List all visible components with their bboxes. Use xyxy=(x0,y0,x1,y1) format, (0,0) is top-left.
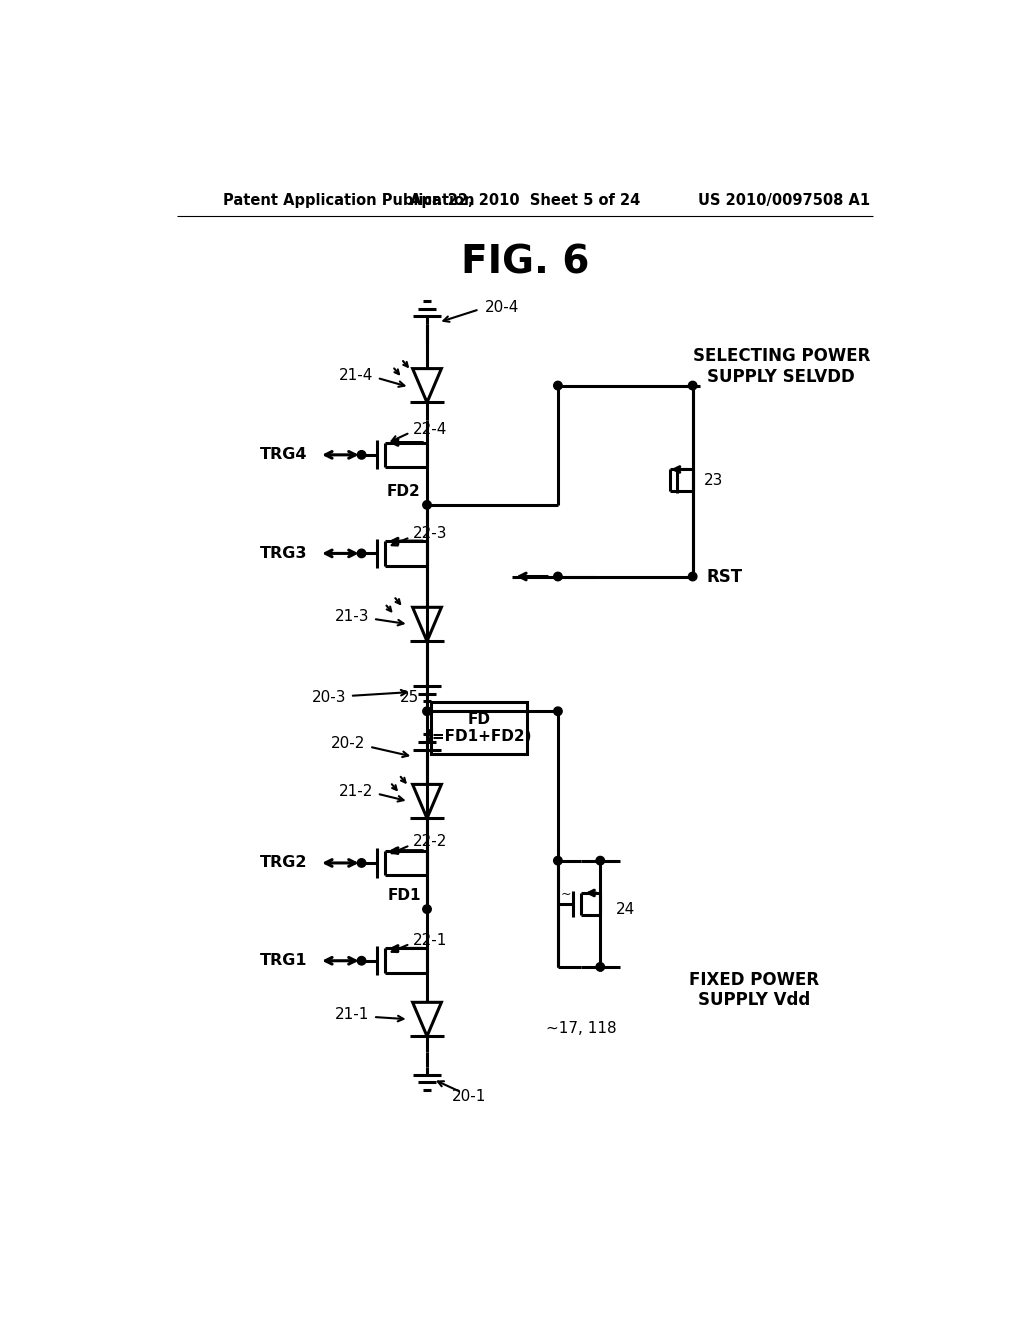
Text: 24: 24 xyxy=(615,903,635,917)
Text: FIG. 6: FIG. 6 xyxy=(461,243,589,281)
Circle shape xyxy=(423,906,431,913)
Text: 20-1: 20-1 xyxy=(453,1089,486,1104)
Text: 23: 23 xyxy=(705,473,724,488)
Text: FD1: FD1 xyxy=(387,888,421,903)
Text: ~: ~ xyxy=(684,463,694,477)
Text: TRG2: TRG2 xyxy=(260,855,307,870)
Text: FD
(=FD1+FD2): FD (=FD1+FD2) xyxy=(426,711,532,744)
Circle shape xyxy=(554,857,562,865)
Text: 20-4: 20-4 xyxy=(484,300,519,314)
Circle shape xyxy=(688,381,697,389)
Text: ~17, 118: ~17, 118 xyxy=(547,1020,617,1036)
Text: US 2010/0097508 A1: US 2010/0097508 A1 xyxy=(697,193,869,209)
Text: TRG3: TRG3 xyxy=(260,546,307,561)
Text: 21-3: 21-3 xyxy=(335,609,370,624)
Text: 21-1: 21-1 xyxy=(335,1007,370,1022)
Text: Apr. 22, 2010  Sheet 5 of 24: Apr. 22, 2010 Sheet 5 of 24 xyxy=(410,193,640,209)
Text: TRG1: TRG1 xyxy=(260,953,307,969)
Text: 22-3: 22-3 xyxy=(413,525,447,541)
Text: ~: ~ xyxy=(560,888,570,902)
Circle shape xyxy=(357,549,366,557)
Text: SELECTING POWER
SUPPLY SELVDD: SELECTING POWER SUPPLY SELVDD xyxy=(692,347,870,385)
Circle shape xyxy=(357,859,366,867)
Circle shape xyxy=(554,381,562,389)
Text: FD2: FD2 xyxy=(387,483,421,499)
Circle shape xyxy=(357,450,366,459)
Circle shape xyxy=(596,857,604,865)
Text: TRG4: TRG4 xyxy=(260,447,307,462)
Text: 21-2: 21-2 xyxy=(339,784,373,799)
Circle shape xyxy=(357,957,366,965)
Text: 21-4: 21-4 xyxy=(339,368,373,383)
Text: 22-1: 22-1 xyxy=(413,933,447,948)
Text: 20-2: 20-2 xyxy=(331,737,366,751)
Text: 22-2: 22-2 xyxy=(413,834,447,849)
Text: Patent Application Publication: Patent Application Publication xyxy=(223,193,474,209)
Text: 22-4: 22-4 xyxy=(413,422,447,437)
Circle shape xyxy=(688,573,697,581)
Circle shape xyxy=(596,962,604,972)
Text: RST: RST xyxy=(707,568,742,586)
Circle shape xyxy=(554,573,562,581)
Text: FIXED POWER
SUPPLY Vdd: FIXED POWER SUPPLY Vdd xyxy=(689,970,819,1010)
Circle shape xyxy=(554,708,562,715)
Circle shape xyxy=(423,708,431,715)
Circle shape xyxy=(423,500,431,510)
Text: 25: 25 xyxy=(400,690,419,705)
Text: 20-3: 20-3 xyxy=(311,690,346,705)
Bar xyxy=(431,702,527,755)
